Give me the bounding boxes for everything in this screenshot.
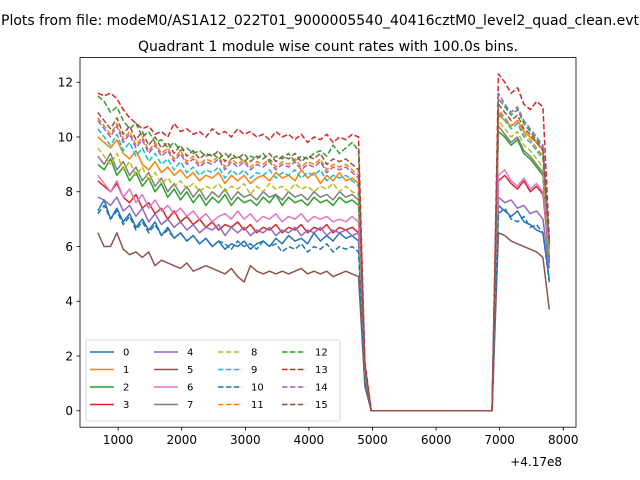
series-layer: [97, 73, 551, 412]
x-tick-label: 2000: [166, 433, 197, 447]
legend-label-11: 11: [251, 400, 264, 411]
legend-label-2: 2: [123, 383, 129, 394]
legend-label-0: 0: [123, 348, 129, 359]
x-tick-label: 3000: [230, 433, 261, 447]
x-tick-label: 4000: [294, 433, 325, 447]
series-line-14: [97, 92, 551, 412]
legend-label-7: 7: [187, 400, 193, 411]
legend-box: [85, 339, 341, 422]
y-tick-label: 8: [65, 185, 73, 199]
chart-suptitle: Plots from file: modeM0/AS1A12_022T01_90…: [1, 13, 639, 29]
y-tick-label: 4: [65, 295, 73, 309]
series-line-15: [97, 103, 551, 412]
x-tick-label: 6000: [421, 433, 452, 447]
legend-label-4: 4: [187, 348, 193, 359]
legend-label-14: 14: [315, 383, 328, 394]
legend-label-12: 12: [315, 348, 328, 359]
legend-label-3: 3: [123, 400, 129, 411]
x-tick-label: 1000: [103, 433, 134, 447]
legend-label-10: 10: [251, 383, 264, 394]
y-tick-label: 10: [58, 130, 73, 144]
plot-area: 1000 2000 3000 4000 5000 6000 7000 800002468101…: [58, 57, 579, 447]
x-tick-label: 7000: [484, 433, 515, 447]
chart-title: Quadrant 1 module wise count rates with …: [138, 39, 518, 55]
legend-label-13: 13: [315, 365, 328, 376]
x-tick-label: 5000: [357, 433, 388, 447]
legend-label-9: 9: [251, 365, 257, 376]
legend-label-8: 8: [251, 348, 257, 359]
axes-layer: 1000 2000 3000 4000 5000 6000 7000 800002468101…: [58, 57, 579, 447]
legend-label-15: 15: [315, 400, 328, 411]
legend-label-1: 1: [123, 365, 129, 376]
x-offset-label: +4.17e8: [510, 455, 562, 469]
y-tick-label: 0: [65, 404, 73, 418]
y-tick-label: 6: [65, 240, 73, 254]
x-tick-label: 8000: [548, 433, 579, 447]
axes-frame: [79, 57, 577, 428]
series-line-11: [97, 108, 551, 412]
legend-label-6: 6: [187, 383, 193, 394]
y-tick-label: 12: [58, 76, 73, 90]
legend-label-5: 5: [187, 365, 193, 376]
series-line-12: [97, 95, 551, 412]
y-tick-label: 2: [65, 349, 73, 363]
